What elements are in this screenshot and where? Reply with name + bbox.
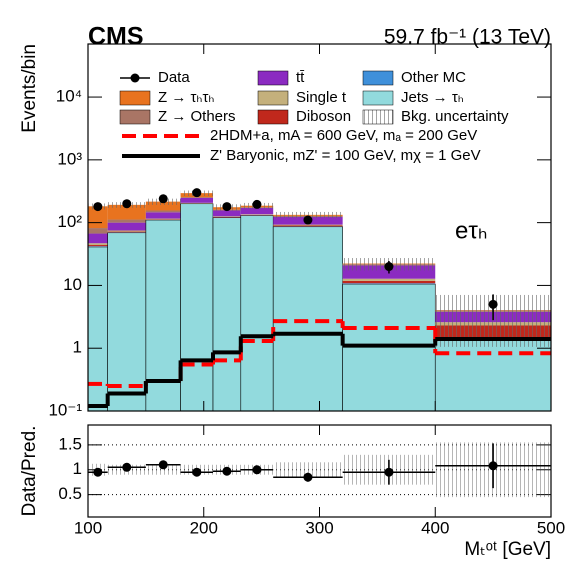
y-tick-label: 10⁻¹ <box>48 400 82 419</box>
stack-segment <box>145 201 181 211</box>
x-tick-label: 300 <box>305 518 333 537</box>
x-tick-label: 500 <box>537 518 565 537</box>
legend-swatch <box>362 109 394 125</box>
stack-segment <box>180 197 214 203</box>
stack-segment <box>88 243 108 246</box>
y-axis-label: Data/Pred. <box>19 426 40 517</box>
stack-segment <box>145 218 181 220</box>
x-tick-label: 200 <box>190 518 218 537</box>
data-point <box>252 199 262 209</box>
stack-segment <box>240 215 274 412</box>
stack-segment <box>107 219 146 223</box>
data-point <box>303 215 313 225</box>
ratio-point <box>122 462 132 472</box>
stack-segment <box>107 222 146 231</box>
legend-label: Z → Others <box>158 108 236 125</box>
y-tick-label: 10⁴ <box>56 87 82 106</box>
y-tick-label: 1 <box>73 338 82 357</box>
x-axis-label: Mₜᵒᵗ [GeV] <box>464 539 551 560</box>
legend-label: Single t <box>296 89 347 106</box>
uncertainty-band <box>273 211 343 219</box>
ratio-point <box>252 465 262 475</box>
legend-swatch <box>257 70 289 86</box>
stack-segment <box>87 246 108 412</box>
ratio-uncertainty <box>273 462 343 478</box>
y-tick-label: 10³ <box>57 149 82 168</box>
stack-segment <box>145 212 181 219</box>
stack-segment <box>88 246 108 247</box>
data-point <box>222 202 232 212</box>
stack-segment <box>88 233 108 244</box>
y-tick-label: 0.5 <box>58 484 82 503</box>
stack-segment <box>180 203 214 412</box>
stack-segment <box>212 217 242 412</box>
stack-segment <box>342 278 436 281</box>
annotation: eτₕ <box>455 217 488 244</box>
stack-segment <box>213 210 241 217</box>
legend-swatch <box>362 70 394 86</box>
ratio-point <box>158 460 168 470</box>
y-tick-label: 10 <box>63 275 82 294</box>
stack-segment <box>273 224 343 226</box>
stack-segment <box>240 208 274 215</box>
stack-segment <box>434 338 552 412</box>
legend-label: Diboson <box>296 108 351 125</box>
stack-segment <box>180 197 214 198</box>
legend-label: 2HDM+a, mA = 600 GeV, mₐ = 200 GeV <box>210 127 477 144</box>
stack-segment <box>240 214 274 215</box>
y-tick-label: 10² <box>57 212 82 231</box>
y-tick-label: 1.5 <box>58 434 82 453</box>
ratio-point <box>222 466 232 476</box>
ratio-point <box>303 472 313 482</box>
data-point <box>488 299 498 309</box>
legend-marker <box>130 73 140 83</box>
ratio-point <box>384 467 394 477</box>
stack-segment <box>107 232 147 412</box>
legend-label: Jets → τₕ <box>401 89 464 106</box>
x-tick-label: 400 <box>421 518 449 537</box>
stack-segment <box>180 202 214 204</box>
legend-swatch <box>119 90 151 106</box>
ratio-point <box>488 461 498 471</box>
legend-label: Data <box>158 69 190 86</box>
data-point <box>158 194 168 204</box>
legend-swatch <box>257 90 289 106</box>
stack-segment <box>88 245 108 247</box>
data-point <box>384 262 394 272</box>
data-point <box>192 188 202 198</box>
ratio-uncertainty <box>145 464 181 475</box>
legend-swatch <box>362 90 394 106</box>
y-tick-label: 1 <box>73 459 82 478</box>
stack-segment <box>273 225 343 227</box>
stack-segment <box>107 231 146 233</box>
ratio-point <box>192 467 202 477</box>
stack-segment <box>272 226 343 412</box>
stack-segment <box>88 228 108 234</box>
chart-title: CMS <box>88 23 144 51</box>
stack-segment <box>107 230 146 232</box>
legend-swatch <box>119 109 151 125</box>
x-tick-label: 100 <box>74 518 102 537</box>
stack-segment <box>342 280 436 284</box>
signal-line <box>88 331 551 409</box>
stack-segment <box>213 216 241 217</box>
stack-segment <box>107 204 146 220</box>
y-axis-label: Events/bin <box>19 44 40 133</box>
ratio-point <box>93 467 103 477</box>
data-point <box>93 202 103 212</box>
stack-segment <box>342 283 436 285</box>
stack-segment <box>145 210 181 213</box>
data-point <box>122 199 132 209</box>
legend-label: Other MC <box>401 69 466 86</box>
legend-swatch <box>257 109 289 125</box>
legend-label: Z' Baryonic, mZ' = 100 GeV, mχ = 1 GeV <box>210 147 481 164</box>
legend-label: tt̄ <box>296 69 305 86</box>
legend-label: Z → τₕτₕ <box>158 89 214 106</box>
plot-frame <box>87 424 552 518</box>
legend-label: Bkg. uncertainty <box>401 108 509 125</box>
chart-subtitle: 59.7 fb⁻¹ (13 TeV) <box>384 26 551 49</box>
